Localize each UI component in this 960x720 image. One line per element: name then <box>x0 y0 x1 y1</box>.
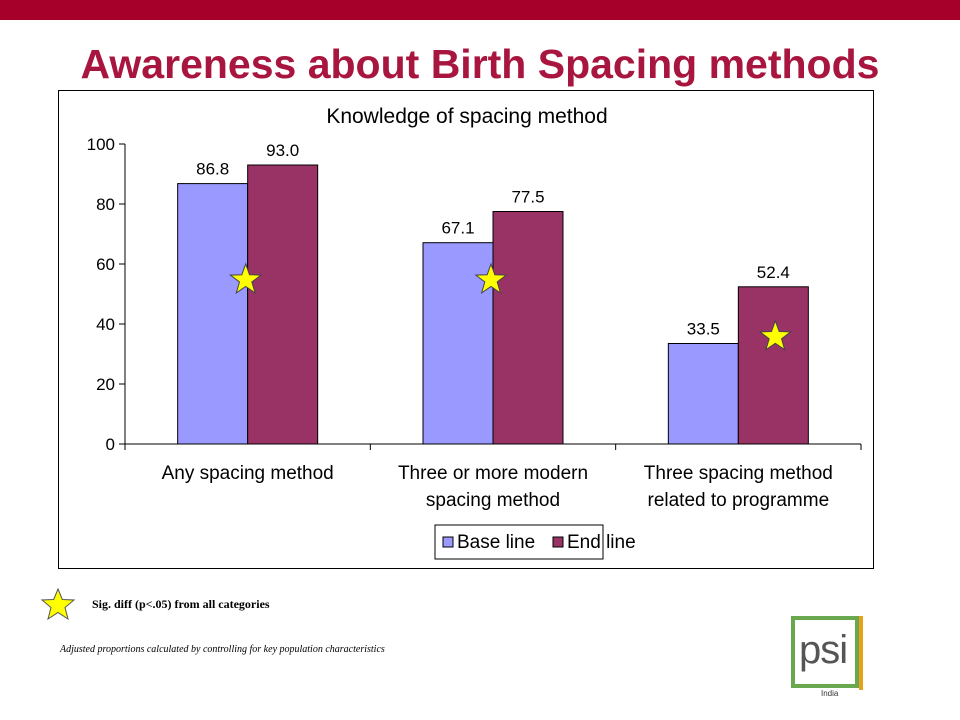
bar-base-line <box>422 242 494 445</box>
y-tick-label: 20 <box>96 375 115 394</box>
y-tick-label: 0 <box>106 435 115 454</box>
legend-label: Base line <box>457 532 535 553</box>
y-tick-label: 40 <box>96 315 115 334</box>
slide-title: Awareness about Birth Spacing methods <box>80 41 880 87</box>
significance-note: Sig. diff (p<.05) from all categories <box>92 597 270 611</box>
data-label: 67.1 <box>441 219 474 238</box>
x-category-label: spacing method <box>426 490 560 511</box>
legend-swatch-end-line <box>552 536 564 548</box>
data-label: 77.5 <box>511 188 544 207</box>
chart-frame: Knowledge of spacing method 0 20 40 60 80 100 8… <box>58 90 874 569</box>
significance-star-icon <box>758 319 793 351</box>
legend-box <box>434 524 604 560</box>
logo-frame-green <box>791 616 859 688</box>
bar-base-line <box>667 343 739 445</box>
significance-star-icon <box>40 588 76 620</box>
x-category-label: Three spacing method <box>644 463 833 484</box>
psi-logo: psi India <box>791 616 871 698</box>
legend-swatch-base-line <box>442 536 454 548</box>
x-category-label: Three or more modern <box>398 463 588 484</box>
bar-end-line <box>492 211 564 445</box>
y-tick-label: 60 <box>96 255 115 274</box>
significance-star-icon <box>228 262 263 295</box>
y-tick-label: 100 <box>87 135 115 154</box>
chart-title: Knowledge of spacing method <box>326 105 607 128</box>
top-accent-bar <box>0 0 960 20</box>
data-label: 93.0 <box>266 141 299 160</box>
logo-text: psi <box>799 628 848 672</box>
logo-subtext: India <box>821 689 839 698</box>
data-label: 86.8 <box>196 160 229 179</box>
adjusted-note: Adjusted proportions calculated by contr… <box>60 644 385 655</box>
y-tick-label: 80 <box>96 195 115 214</box>
x-category-label: related to programme <box>648 490 830 511</box>
data-label: 33.5 <box>687 320 720 339</box>
significance-star-icon <box>474 262 508 295</box>
bar-end-line <box>247 164 319 445</box>
legend-label: End line <box>567 532 636 553</box>
bar-chart: Knowledge of spacing method 0 20 40 60 80 100 8… <box>87 105 862 560</box>
data-label: 52.4 <box>757 263 790 282</box>
bar-base-line <box>177 183 249 445</box>
x-category-label: Any spacing method <box>162 463 334 484</box>
bar-end-line <box>737 286 809 445</box>
